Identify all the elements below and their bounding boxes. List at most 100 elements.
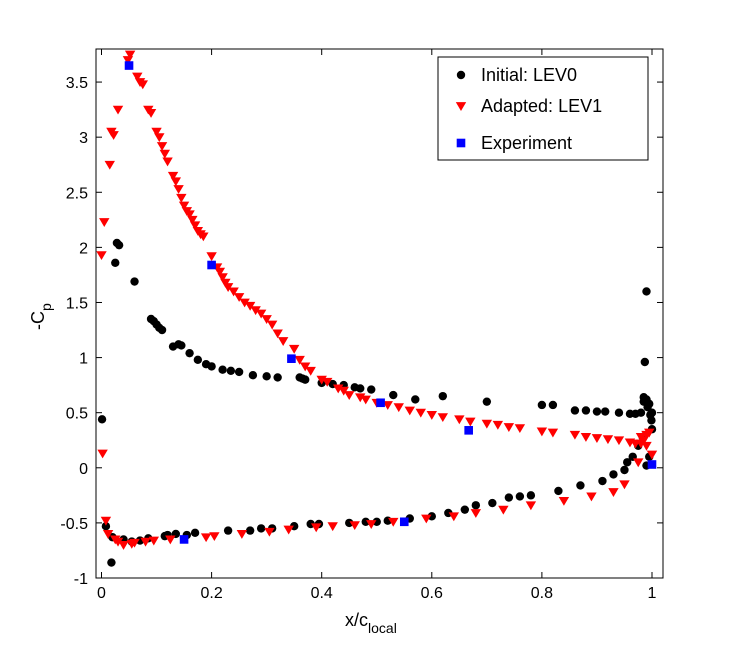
data-point <box>214 267 226 277</box>
data-point <box>537 400 547 410</box>
data-point <box>498 505 509 515</box>
data-point <box>609 470 618 479</box>
data-point <box>287 354 296 363</box>
data-point <box>465 417 476 427</box>
data-point <box>99 218 110 227</box>
data-point <box>264 527 275 537</box>
data-point <box>97 449 108 459</box>
legend-marker <box>455 102 467 111</box>
data-marks <box>96 50 658 567</box>
legend-label-initial-lev0: Initial: LEV0 <box>481 65 577 85</box>
data-point <box>226 366 236 376</box>
data-point <box>184 210 195 220</box>
data-point <box>112 537 124 547</box>
data-point <box>356 384 365 393</box>
data-point <box>460 505 470 514</box>
legend: Initial: LEV0 Adapted: LEV1 Experiment <box>437 56 649 161</box>
data-point <box>277 337 289 346</box>
data-point <box>345 518 354 528</box>
data-point <box>586 492 597 502</box>
data-point <box>633 458 644 468</box>
data-point <box>647 416 656 425</box>
data-point <box>218 365 227 374</box>
data-point <box>623 458 632 467</box>
data-point <box>514 424 526 434</box>
data-point <box>641 441 652 451</box>
data-point <box>179 535 189 544</box>
data-point <box>104 160 115 170</box>
data-point <box>100 516 112 526</box>
data-point <box>223 526 233 535</box>
y-axis-label: -Cp <box>28 303 54 330</box>
data-point <box>338 386 349 396</box>
data-point <box>598 476 607 486</box>
data-point <box>426 410 437 420</box>
data-point <box>101 522 111 531</box>
data-point <box>198 232 209 242</box>
data-point <box>137 80 148 90</box>
data-point <box>96 251 107 261</box>
data-point <box>132 72 143 82</box>
data-point <box>570 406 580 415</box>
y-tick-label: 2.5 <box>66 185 88 202</box>
data-point <box>305 366 316 376</box>
data-point <box>647 460 657 469</box>
data-point <box>558 496 570 506</box>
data-point <box>393 403 404 413</box>
data-point <box>154 133 165 143</box>
data-point <box>129 538 140 548</box>
data-point <box>569 430 581 440</box>
data-point <box>207 362 216 371</box>
data-point <box>248 371 258 380</box>
data-point <box>140 537 151 547</box>
data-point <box>481 419 493 429</box>
legend-marker <box>456 70 466 80</box>
data-point <box>245 526 255 535</box>
data-point <box>376 398 385 408</box>
data-point <box>591 434 603 443</box>
legend-label-adapted-lev1: Adapted: LEV1 <box>481 96 602 116</box>
data-point <box>193 355 203 364</box>
data-point <box>187 215 198 225</box>
data-point <box>636 408 646 417</box>
data-point <box>118 541 129 550</box>
data-point <box>130 277 139 286</box>
data-point <box>255 309 267 319</box>
y-tick-label: 0.5 <box>66 406 88 423</box>
data-point <box>239 298 250 308</box>
data-point <box>236 530 248 539</box>
data-point <box>547 428 559 438</box>
y-tick-label: -0.5 <box>60 516 88 533</box>
data-point <box>177 341 186 350</box>
data-point <box>170 177 182 187</box>
data-point <box>576 481 585 490</box>
data-point <box>124 50 136 60</box>
data-point <box>415 408 426 418</box>
data-point <box>261 315 272 324</box>
data-point <box>272 329 283 339</box>
y-tick-label: 1 <box>79 351 88 368</box>
data-point <box>515 492 525 501</box>
x-tick-label: 0.6 <box>421 585 443 602</box>
data-point <box>112 105 124 115</box>
data-point <box>470 509 482 518</box>
data-point <box>382 401 393 410</box>
data-point <box>488 498 497 508</box>
axis-labels: x/clocal -Cp <box>28 303 397 636</box>
data-point <box>580 433 592 442</box>
data-point <box>642 395 651 404</box>
data-point <box>454 415 465 425</box>
data-point <box>234 367 244 377</box>
legend-box <box>437 56 649 161</box>
data-point <box>635 433 647 442</box>
legend-marker <box>456 138 466 148</box>
data-point <box>361 517 370 526</box>
y-tick-label: 3.5 <box>66 75 88 92</box>
data-point <box>327 522 338 532</box>
data-point <box>173 185 184 194</box>
data-point <box>548 400 558 410</box>
data-point <box>608 488 619 497</box>
data-point <box>448 512 460 522</box>
series-experiment <box>124 61 657 544</box>
